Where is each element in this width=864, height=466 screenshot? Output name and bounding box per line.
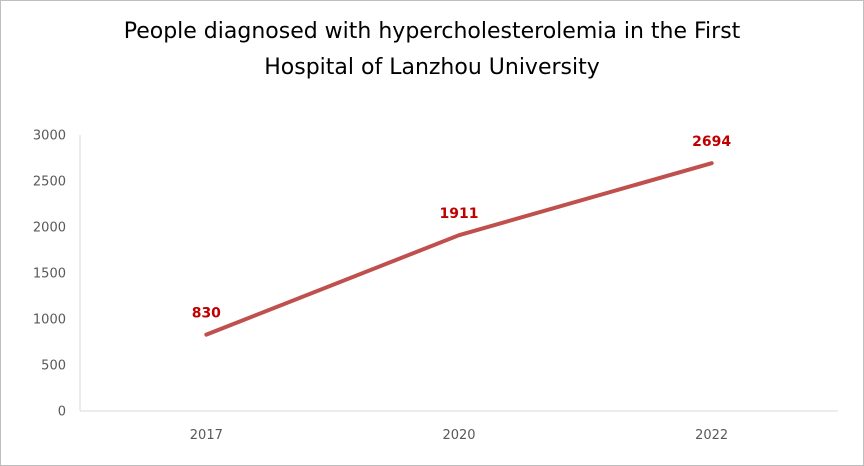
data-label: 2694 [692,134,731,150]
data-label: 830 [192,306,221,322]
y-axis-ticks: 0 500 1000 1500 2000 2500 3000 [33,129,66,420]
chart-title-line-1: People diagnosed with hypercholesterolem… [123,19,741,44]
y-tick-label: 500 [41,359,66,374]
y-tick-label: 2000 [33,221,66,236]
chart-title: People diagnosed with hypercholesterolem… [0,14,864,86]
drop-lines [205,163,713,411]
y-tick-label: 1000 [33,313,66,328]
data-labels: 830 1911 2694 [192,134,732,321]
y-tick-label: 3000 [33,129,66,144]
series-line [204,161,714,337]
series-line-group [204,161,714,337]
data-label: 1911 [440,206,479,222]
x-tick-label: 2017 [190,428,223,443]
y-tick-label: 1500 [33,267,66,282]
y-tick-label: 2500 [33,175,66,190]
chart-title-line-2: Hospital of Lanzhou University [264,55,600,80]
x-axis-ticks: 2017 2020 2022 [190,428,728,443]
x-tick-label: 2020 [442,428,475,443]
y-tick-label: 0 [58,405,66,420]
x-tick-label: 2022 [695,428,728,443]
